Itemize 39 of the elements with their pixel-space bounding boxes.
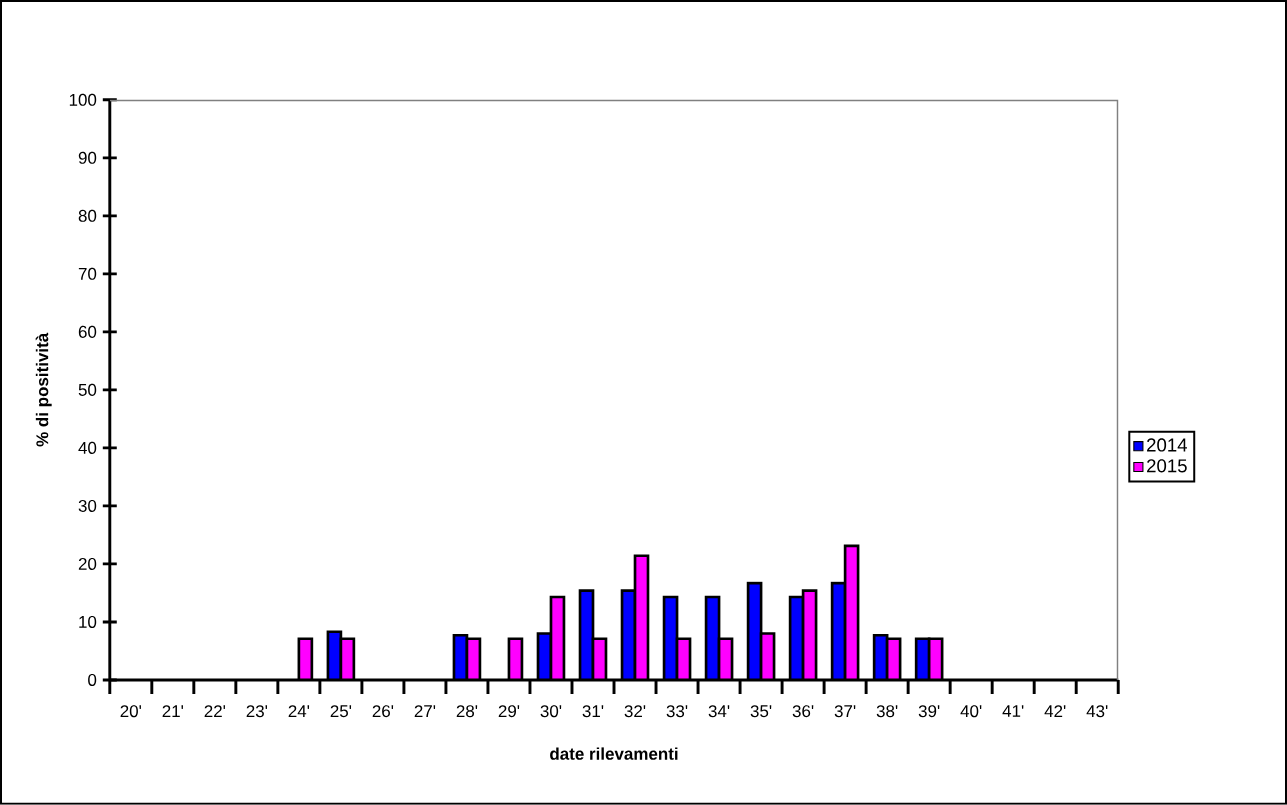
- y-axis-title: % di positività: [35, 332, 52, 447]
- x-tick-label: 35': [750, 705, 772, 718]
- x-tick-label: 38': [876, 705, 898, 718]
- x-axis-title: date rilevamenti: [550, 747, 678, 760]
- y-tick-label: 90: [78, 151, 97, 164]
- x-tick-label: 26': [372, 705, 394, 718]
- x-tick-label: 30': [540, 705, 562, 718]
- x-tick-label: 43': [1086, 705, 1108, 718]
- x-tick-label: 31': [582, 705, 604, 718]
- y-tick-label: 20: [78, 558, 97, 571]
- y-tick-label: 80: [78, 209, 97, 222]
- x-tick-label: 36': [792, 705, 814, 718]
- x-tick-label: 23': [246, 705, 268, 718]
- x-tick-label: 39': [918, 705, 940, 718]
- legend-label: 2014: [1147, 438, 1188, 452]
- y-tick-label: 70: [78, 267, 97, 280]
- x-tick-label: 34': [708, 705, 730, 718]
- legend-label: 2015: [1147, 459, 1187, 473]
- x-tick-label: 24': [288, 705, 310, 718]
- x-tick-label: 40': [960, 705, 982, 718]
- x-tick-label: 22': [204, 705, 226, 718]
- x-tick-label: 37': [834, 705, 856, 718]
- x-tick-label: 29': [498, 705, 520, 718]
- x-tick-label: 20': [120, 705, 141, 718]
- x-tick-label: 28': [456, 705, 478, 718]
- y-tick-label: 30: [78, 500, 97, 513]
- y-tick-label: 40: [78, 442, 97, 455]
- y-tick-label: 0: [88, 674, 97, 687]
- y-tick-label: 10: [79, 616, 97, 629]
- x-tick-label: 21': [162, 705, 184, 718]
- x-tick-label: 42': [1044, 705, 1066, 718]
- x-tick-label: 33': [666, 705, 688, 718]
- y-tick-label: 100: [69, 93, 97, 106]
- x-tick-label: 27': [414, 705, 436, 718]
- y-tick-label: 50: [78, 383, 97, 397]
- x-tick-label: 41': [1002, 705, 1024, 717]
- y-tick-label: 60: [78, 325, 97, 339]
- x-tick-label: 32': [624, 705, 646, 718]
- x-tick-label: 25': [330, 705, 352, 718]
